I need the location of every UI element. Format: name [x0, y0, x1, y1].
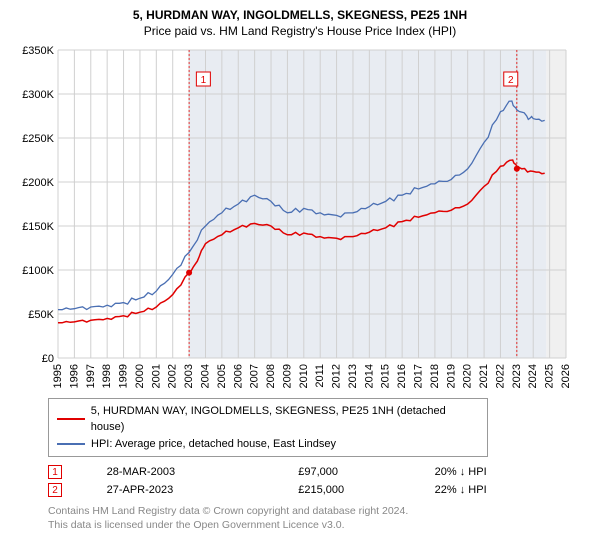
svg-text:2: 2: [508, 75, 514, 86]
svg-text:2008: 2008: [265, 364, 277, 388]
svg-text:2015: 2015: [380, 364, 392, 388]
annotation-delta: 22% ↓ HPI: [435, 481, 586, 499]
svg-text:2013: 2013: [347, 364, 359, 388]
chart-subtitle: Price paid vs. HM Land Registry's House …: [14, 24, 586, 38]
legend-item: 5, HURDMAN WAY, INGOLDMELLS, SKEGNESS, P…: [57, 403, 479, 436]
svg-text:£300K: £300K: [22, 89, 54, 101]
annotation-row: 1 28-MAR-2003£97,00020% ↓ HPI: [48, 463, 586, 481]
svg-text:2004: 2004: [199, 364, 211, 388]
legend-item: HPI: Average price, detached house, East…: [57, 436, 479, 453]
svg-text:2002: 2002: [167, 364, 179, 388]
annotation-date: 27-APR-2023: [107, 481, 299, 499]
svg-text:£350K: £350K: [22, 45, 54, 57]
svg-text:1999: 1999: [118, 364, 130, 388]
annotation-marker: 1: [48, 465, 62, 479]
svg-text:2022: 2022: [494, 364, 506, 388]
annotation-marker: 2: [48, 483, 62, 497]
svg-text:2016: 2016: [396, 364, 408, 388]
chart-plot: £0 £50K £100K £150K £200K £250K £300K £350K 1995…: [14, 44, 586, 394]
annotation-price: £215,000: [298, 481, 434, 499]
svg-text:2021: 2021: [478, 364, 490, 388]
annotation-date: 28-MAR-2003: [107, 463, 299, 481]
svg-text:1998: 1998: [101, 364, 113, 388]
svg-text:£0: £0: [42, 353, 54, 365]
legend-label: 5, HURDMAN WAY, INGOLDMELLS, SKEGNESS, P…: [91, 403, 479, 436]
svg-text:2010: 2010: [298, 364, 310, 388]
svg-text:2014: 2014: [363, 364, 375, 388]
svg-text:2025: 2025: [544, 364, 556, 388]
svg-text:£250K: £250K: [22, 133, 54, 145]
svg-text:1: 1: [201, 75, 207, 86]
svg-text:1995: 1995: [52, 364, 64, 388]
svg-text:2012: 2012: [331, 364, 343, 388]
legend: 5, HURDMAN WAY, INGOLDMELLS, SKEGNESS, P…: [48, 398, 488, 458]
chart-title: 5, HURDMAN WAY, INGOLDMELLS, SKEGNESS, P…: [14, 8, 586, 24]
annotation-delta: 20% ↓ HPI: [435, 463, 586, 481]
svg-text:£200K: £200K: [22, 177, 54, 189]
svg-text:2005: 2005: [216, 364, 228, 388]
chart-container: 5, HURDMAN WAY, INGOLDMELLS, SKEGNESS, P…: [0, 0, 600, 560]
svg-text:2001: 2001: [150, 364, 162, 388]
svg-text:2006: 2006: [232, 364, 244, 388]
annotation-table: 1 28-MAR-2003£97,00020% ↓ HPI 2 27-APR-2023…: [48, 463, 586, 499]
svg-text:2003: 2003: [183, 364, 195, 388]
svg-text:2000: 2000: [134, 364, 146, 388]
svg-text:2018: 2018: [429, 364, 441, 388]
svg-text:2026: 2026: [560, 364, 572, 388]
annotation-price: £97,000: [298, 463, 434, 481]
legend-swatch: [57, 443, 85, 445]
svg-text:2023: 2023: [511, 364, 523, 388]
svg-text:2019: 2019: [445, 364, 457, 388]
svg-text:2011: 2011: [314, 364, 326, 388]
svg-text:2009: 2009: [281, 364, 293, 388]
svg-text:2024: 2024: [527, 364, 539, 388]
svg-text:£150K: £150K: [22, 221, 54, 233]
footer-line-1: Contains HM Land Registry data © Crown c…: [48, 505, 586, 519]
svg-text:2007: 2007: [249, 364, 261, 388]
footer-line-2: This data is licensed under the Open Gov…: [48, 519, 586, 533]
annotation-row: 2 27-APR-2023£215,00022% ↓ HPI: [48, 481, 586, 499]
svg-text:2020: 2020: [462, 364, 474, 388]
svg-text:£100K: £100K: [22, 265, 54, 277]
legend-label: HPI: Average price, detached house, East…: [91, 436, 336, 453]
svg-text:2017: 2017: [413, 364, 425, 388]
footer-text: Contains HM Land Registry data © Crown c…: [48, 505, 586, 532]
legend-swatch: [57, 418, 85, 420]
svg-text:1996: 1996: [68, 364, 80, 388]
svg-text:£50K: £50K: [28, 309, 54, 321]
svg-text:1997: 1997: [85, 364, 97, 388]
